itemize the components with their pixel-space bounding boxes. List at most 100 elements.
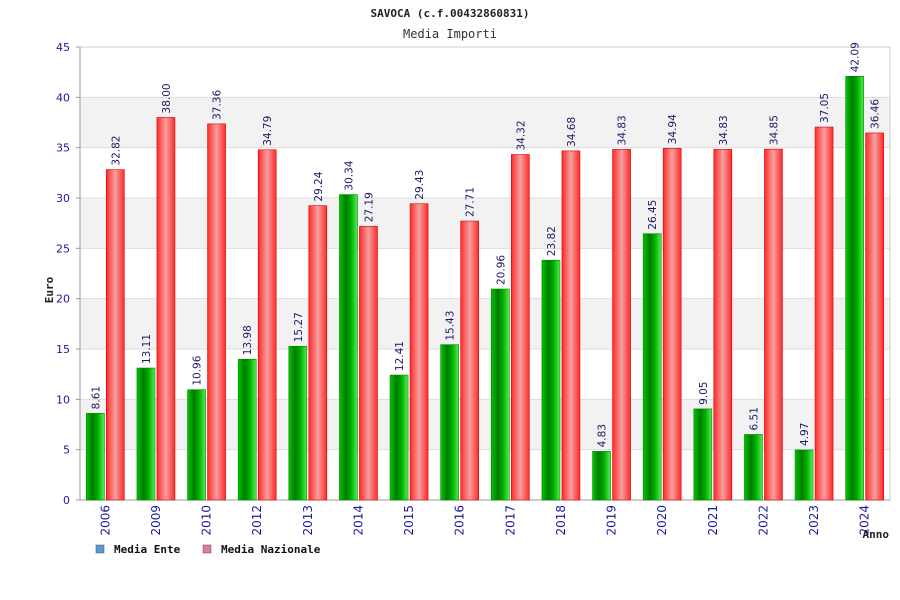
x-tick-labels: 2006 2009 2010 2012 2013 2014 2015 2016 2017 2018… [98, 505, 871, 536]
x-axis-label: Anno [863, 528, 890, 541]
x-tick-label: 2012 [250, 505, 264, 536]
bar-media-nazionale-2009 [156, 117, 176, 501]
bar-media-nazionale-2010 [207, 123, 226, 501]
bar-media-nazionale-2019 [612, 149, 631, 501]
x-tick-label: 2006 [98, 505, 112, 536]
data-label: 10.96 [192, 355, 204, 385]
data-label: 37.05 [819, 93, 831, 123]
data-label: 34.83 [718, 115, 730, 145]
x-tick-label: 2022 [756, 505, 770, 536]
bar-media-nazionale-2020 [662, 147, 682, 501]
x-tick-label: 2013 [301, 505, 315, 536]
x-tick-label: 2017 [503, 505, 517, 536]
x-tick-label: 2015 [402, 505, 416, 536]
data-label: 26.45 [647, 200, 659, 230]
x-tick-label: 2020 [655, 505, 669, 536]
y-tick-label: 45 [56, 41, 70, 54]
bar-media-ente-2009 [136, 367, 156, 501]
data-label: 30.34 [343, 160, 355, 190]
data-label: 42.09 [850, 42, 862, 72]
bar-media-ente-2024 [845, 75, 864, 501]
bar-media-nazionale-2014 [359, 225, 378, 501]
bar-media-nazionale-2013 [308, 205, 328, 501]
y-tick-label: 30 [56, 192, 70, 205]
bar-media-nazionale-2006 [106, 169, 125, 501]
y-tick-label: 15 [56, 343, 70, 356]
bar-media-ente-2023 [794, 449, 814, 501]
bar-media-nazionale-2018 [561, 150, 581, 501]
x-tick-label: 2024 [858, 505, 872, 536]
data-label: 15.43 [445, 311, 457, 341]
chart-subtitle: Media Importi [403, 27, 497, 41]
legend: Media Ente Media Nazionale [95, 543, 321, 556]
legend-swatch-media-nazionale [202, 544, 212, 554]
data-label: 27.19 [363, 192, 375, 222]
data-label: 8.61 [90, 386, 102, 409]
y-tick-label: 20 [56, 293, 70, 306]
data-labels: 8.61 32.82 13.11 38.00 10.96 37.36 13.98 34.79 1… [90, 42, 881, 447]
data-label: 34.83 [617, 115, 629, 145]
bar-media-ente-2020 [642, 233, 662, 501]
bar-marks [86, 75, 884, 501]
bar-media-nazionale-2023 [814, 126, 834, 501]
data-label: 15.27 [293, 312, 305, 342]
data-label: 34.68 [566, 117, 578, 147]
x-tick-label: 2009 [149, 505, 163, 536]
data-label: 23.82 [546, 226, 558, 256]
bar-media-ente-2012 [237, 358, 257, 501]
data-label: 36.46 [870, 99, 882, 129]
y-tick-label: 25 [56, 242, 70, 255]
chart-title: SAVOCA (c.f.00432860831) [371, 7, 530, 20]
x-tick-label: 2010 [200, 505, 214, 536]
bar-media-ente-2018 [541, 259, 561, 501]
bar-media-ente-2021 [693, 408, 713, 501]
bar-media-ente-2019 [592, 451, 611, 501]
legend-label-media-nazionale: Media Nazionale [221, 543, 321, 556]
data-label: 29.24 [313, 171, 325, 201]
bar-media-ente-2017 [491, 288, 510, 501]
y-tick-label: 0 [63, 494, 70, 507]
y-tick-label: 10 [56, 393, 70, 406]
bar-media-ente-2022 [744, 434, 763, 501]
bar-media-nazionale-2021 [713, 149, 733, 501]
x-tick-label: 2016 [453, 505, 467, 536]
data-label: 27.71 [465, 187, 477, 217]
bar-media-ente-2014 [339, 194, 358, 501]
bar-media-nazionale-2016 [460, 220, 479, 501]
bar-media-nazionale-2012 [257, 149, 277, 501]
data-label: 29.43 [414, 170, 426, 200]
legend-label-media-ente: Media Ente [114, 543, 181, 556]
bar-media-nazionale-2024 [865, 132, 884, 501]
bar-media-ente-2013 [288, 345, 308, 501]
y-tick-label: 35 [56, 142, 70, 155]
x-tick-label: 2023 [807, 505, 821, 536]
bar-media-nazionale-2015 [409, 203, 429, 501]
bar-media-nazionale-2017 [511, 154, 530, 501]
legend-swatch-media-ente [95, 544, 105, 554]
data-label: 4.83 [597, 424, 609, 447]
data-label: 9.05 [698, 382, 710, 405]
data-label: 34.85 [768, 115, 780, 145]
y-tick-labels: 0 5 10 15 20 25 30 35 40 45 [56, 41, 70, 507]
x-tick-label: 2014 [351, 505, 365, 536]
data-label: 13.98 [242, 325, 254, 355]
data-label: 20.96 [495, 255, 507, 285]
bar-media-ente-2010 [187, 389, 206, 501]
data-label: 38.00 [161, 83, 173, 113]
bar-media-ente-2015 [389, 374, 409, 501]
data-label: 13.11 [141, 334, 153, 364]
data-label: 6.51 [748, 407, 760, 430]
x-tick-label: 2018 [554, 505, 568, 536]
data-label: 34.79 [262, 116, 274, 146]
data-label: 34.32 [515, 120, 527, 150]
y-axis-label: Euro [43, 276, 56, 303]
bar-media-ente-2016 [440, 344, 459, 501]
data-label: 4.97 [799, 423, 811, 446]
x-tick-label: 2019 [605, 505, 619, 536]
data-label: 12.41 [394, 341, 406, 371]
bar-media-ente-2006 [86, 413, 105, 501]
data-label: 32.82 [110, 136, 122, 166]
data-label: 37.36 [212, 90, 224, 120]
y-tick-label: 40 [56, 91, 70, 104]
